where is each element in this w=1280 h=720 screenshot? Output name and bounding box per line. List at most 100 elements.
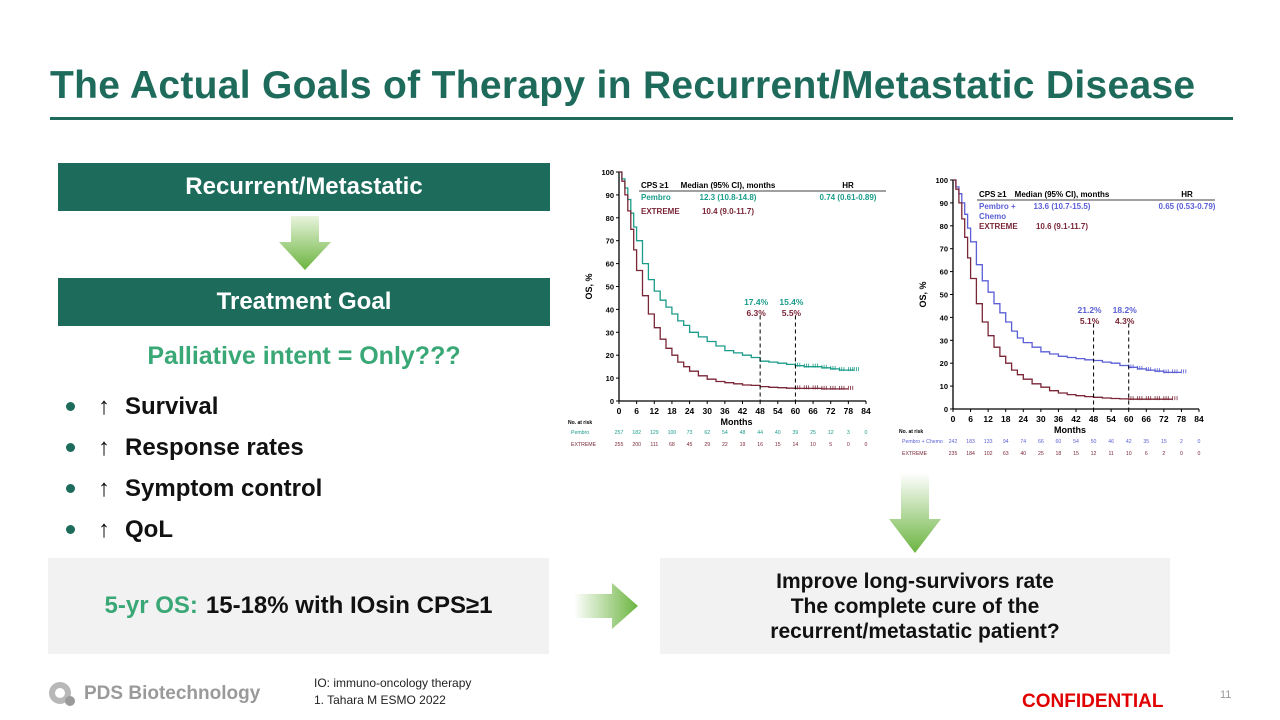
legend-header-hr: HR xyxy=(842,181,854,190)
up-arrow-icon: ↑ xyxy=(98,433,110,461)
milestone-label-treatment: 15.4% xyxy=(779,297,804,307)
improve-line: recurrent/metastatic patient? xyxy=(770,619,1060,643)
at-risk-value: 12 xyxy=(1091,451,1097,457)
x-tick-label: 84 xyxy=(861,406,871,416)
at-risk-value: 11 xyxy=(1108,451,1113,457)
y-tick-label: 0 xyxy=(610,397,614,406)
at-risk-value: 0 xyxy=(865,442,868,448)
at-risk-value: 18 xyxy=(1056,451,1062,457)
legend-header-median: Median (95% CI), months xyxy=(1015,190,1110,199)
at-risk-value: 0 xyxy=(847,442,850,448)
milestone-label-treatment: 17.4% xyxy=(744,297,769,307)
bullet-icon xyxy=(66,525,75,534)
y-tick-label: 60 xyxy=(940,268,948,277)
x-tick-label: 84 xyxy=(1194,414,1204,424)
improve-line: Improve long-survivors rate xyxy=(776,569,1054,593)
milestone-label-treatment: 18.2% xyxy=(1113,305,1138,315)
at-risk-value: 242 xyxy=(949,439,958,445)
y-tick-label: 50 xyxy=(940,291,948,300)
up-arrow-icon: ↑ xyxy=(98,392,110,420)
at-risk-value: 46 xyxy=(1108,439,1114,445)
legend-series-hr: 0.65 (0.53-0.79) xyxy=(1159,202,1215,211)
right-arrow-icon xyxy=(574,583,638,629)
at-risk-value: 184 xyxy=(966,451,975,457)
down-arrow-icon xyxy=(889,473,941,553)
up-arrow-icon: ↑ xyxy=(98,474,110,502)
x-tick-label: 78 xyxy=(844,406,854,416)
y-tick-label: 10 xyxy=(940,382,948,391)
x-tick-label: 66 xyxy=(1142,414,1152,424)
legend-series-name: EXTREME xyxy=(641,207,680,216)
x-tick-label: 60 xyxy=(1124,414,1134,424)
x-tick-label: 0 xyxy=(617,406,622,416)
bullet-icon xyxy=(66,484,75,493)
at-risk-value: 235 xyxy=(949,451,958,457)
at-risk-value: 182 xyxy=(632,430,641,436)
at-risk-value: 255 xyxy=(615,442,624,448)
list-item: ↑ Response rates xyxy=(66,427,322,468)
os-label: 5-yr OS: xyxy=(104,592,198,619)
footnote: 1. Tahara M ESMO 2022 xyxy=(314,693,446,707)
footnotes: IO: immuno-oncology therapy 1. Tahara M … xyxy=(314,675,471,709)
x-tick-label: 42 xyxy=(738,406,748,416)
at-risk-value: 16 xyxy=(757,442,763,448)
legend-series-hr: 0.74 (0.61-0.89) xyxy=(820,193,877,202)
x-tick-label: 72 xyxy=(826,406,836,416)
y-tick-label: 10 xyxy=(606,374,614,383)
at-risk-value: 74 xyxy=(1020,439,1026,445)
at-risk-value: 54 xyxy=(722,430,728,436)
five-year-os: 5-yr OS: 15-18% with IOsin CPS≥1 xyxy=(48,558,549,654)
at-risk-value: 10 xyxy=(1126,451,1132,457)
at-risk-row-label: Pembro xyxy=(571,430,589,436)
x-tick-label: 6 xyxy=(968,414,973,424)
slide-title: The Actual Goals of Therapy in Recurrent… xyxy=(50,64,1196,107)
km-curve-treatment xyxy=(619,171,855,371)
milestone-label-extreme: 4.3% xyxy=(1115,316,1135,326)
y-tick-label: 0 xyxy=(944,405,948,414)
at-risk-value: 12 xyxy=(828,430,834,436)
legend-header-group: CPS ≥1 xyxy=(979,190,1007,199)
at-risk-value: 6 xyxy=(1145,451,1148,457)
bullet-icon xyxy=(66,443,75,452)
at-risk-value: 111 xyxy=(650,442,658,448)
y-tick-label: 20 xyxy=(940,359,948,368)
at-risk-value: 40 xyxy=(775,430,781,436)
legend-series-name: EXTREME xyxy=(979,222,1018,231)
km-chart-pembro-chemo: 0 10 20 30 40 50 60 70 80 90 100 0 6 12 18 24 30 36 42 48 54… xyxy=(895,165,1219,468)
list-item: ↑ Symptom control xyxy=(66,468,322,509)
y-tick-label: 40 xyxy=(940,313,948,322)
at-risk-value: 29 xyxy=(704,442,710,448)
at-risk-value: 3 xyxy=(847,430,850,436)
up-arrow-icon: ↑ xyxy=(98,515,110,543)
y-tick-label: 20 xyxy=(606,351,614,360)
at-risk-value: 60 xyxy=(1056,439,1062,445)
at-risk-value: 102 xyxy=(984,451,993,457)
at-risk-value: 10 xyxy=(810,442,816,448)
x-tick-label: 18 xyxy=(667,406,677,416)
goal-label: Response rates xyxy=(125,433,304,461)
legend-header-median: Median (95% CI), months xyxy=(681,181,776,190)
x-tick-label: 66 xyxy=(808,406,818,416)
goal-label: Survival xyxy=(125,392,219,420)
at-risk-value: 22 xyxy=(722,442,728,448)
at-risk-value: 94 xyxy=(1003,439,1009,445)
page-number: 11 xyxy=(1220,689,1232,701)
x-tick-label: 60 xyxy=(791,406,801,416)
at-risk-value: 73 xyxy=(687,430,693,436)
x-tick-label: 18 xyxy=(1001,414,1011,424)
at-risk-header: No. at risk xyxy=(899,429,923,435)
bullet-icon xyxy=(66,402,75,411)
milestone-label-extreme: 5.1% xyxy=(1080,316,1100,326)
at-risk-value: 15 xyxy=(775,442,781,448)
legend-series-name: Pembro xyxy=(641,193,671,202)
x-tick-label: 6 xyxy=(634,406,639,416)
confidential-label: CONFIDENTIAL xyxy=(1022,691,1164,712)
at-risk-value: 68 xyxy=(669,442,675,448)
at-risk-value: 25 xyxy=(810,430,816,436)
milestone-label-extreme: 6.3% xyxy=(746,308,766,318)
at-risk-value: 54 xyxy=(1073,439,1079,445)
at-risk-value: 129 xyxy=(650,430,659,436)
milestone-label-extreme: 5.5% xyxy=(782,308,802,318)
y-tick-label: 60 xyxy=(606,260,614,269)
pds-logo: PDS Biotechnology xyxy=(48,681,260,707)
